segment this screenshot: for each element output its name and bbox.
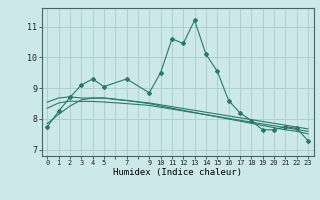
X-axis label: Humidex (Indice chaleur): Humidex (Indice chaleur) xyxy=(113,168,242,177)
